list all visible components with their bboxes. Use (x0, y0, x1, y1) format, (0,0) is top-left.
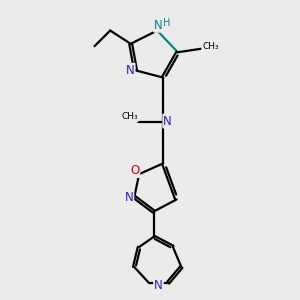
Text: CH₃: CH₃ (121, 112, 138, 122)
Text: O: O (130, 164, 140, 177)
Text: H: H (163, 18, 170, 28)
Text: N: N (163, 115, 172, 128)
Text: N: N (124, 190, 134, 204)
Text: N: N (154, 19, 163, 32)
Text: CH₃: CH₃ (202, 42, 219, 51)
Text: N: N (126, 64, 135, 77)
Text: N: N (154, 279, 163, 292)
